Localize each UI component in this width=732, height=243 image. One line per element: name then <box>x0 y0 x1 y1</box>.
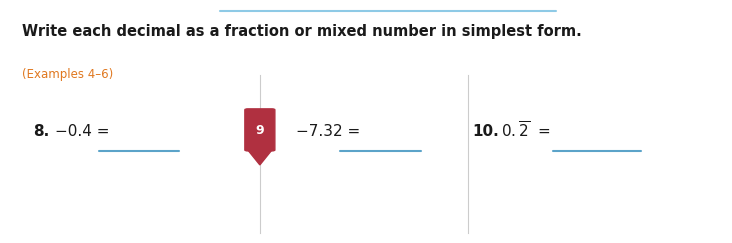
Text: (Examples 4–6): (Examples 4–6) <box>22 68 113 81</box>
Polygon shape <box>247 150 272 165</box>
Text: 8.: 8. <box>33 124 49 139</box>
Text: −7.32 =: −7.32 = <box>296 124 361 139</box>
Text: $0.\overline{2}$  =: $0.\overline{2}$ = <box>501 121 551 141</box>
FancyBboxPatch shape <box>244 109 275 151</box>
Text: −0.4 =: −0.4 = <box>55 124 109 139</box>
Text: 9: 9 <box>255 124 264 137</box>
Text: Write each decimal as a fraction or mixed number in simplest form.: Write each decimal as a fraction or mixe… <box>22 24 582 39</box>
Text: 10.: 10. <box>472 124 499 139</box>
